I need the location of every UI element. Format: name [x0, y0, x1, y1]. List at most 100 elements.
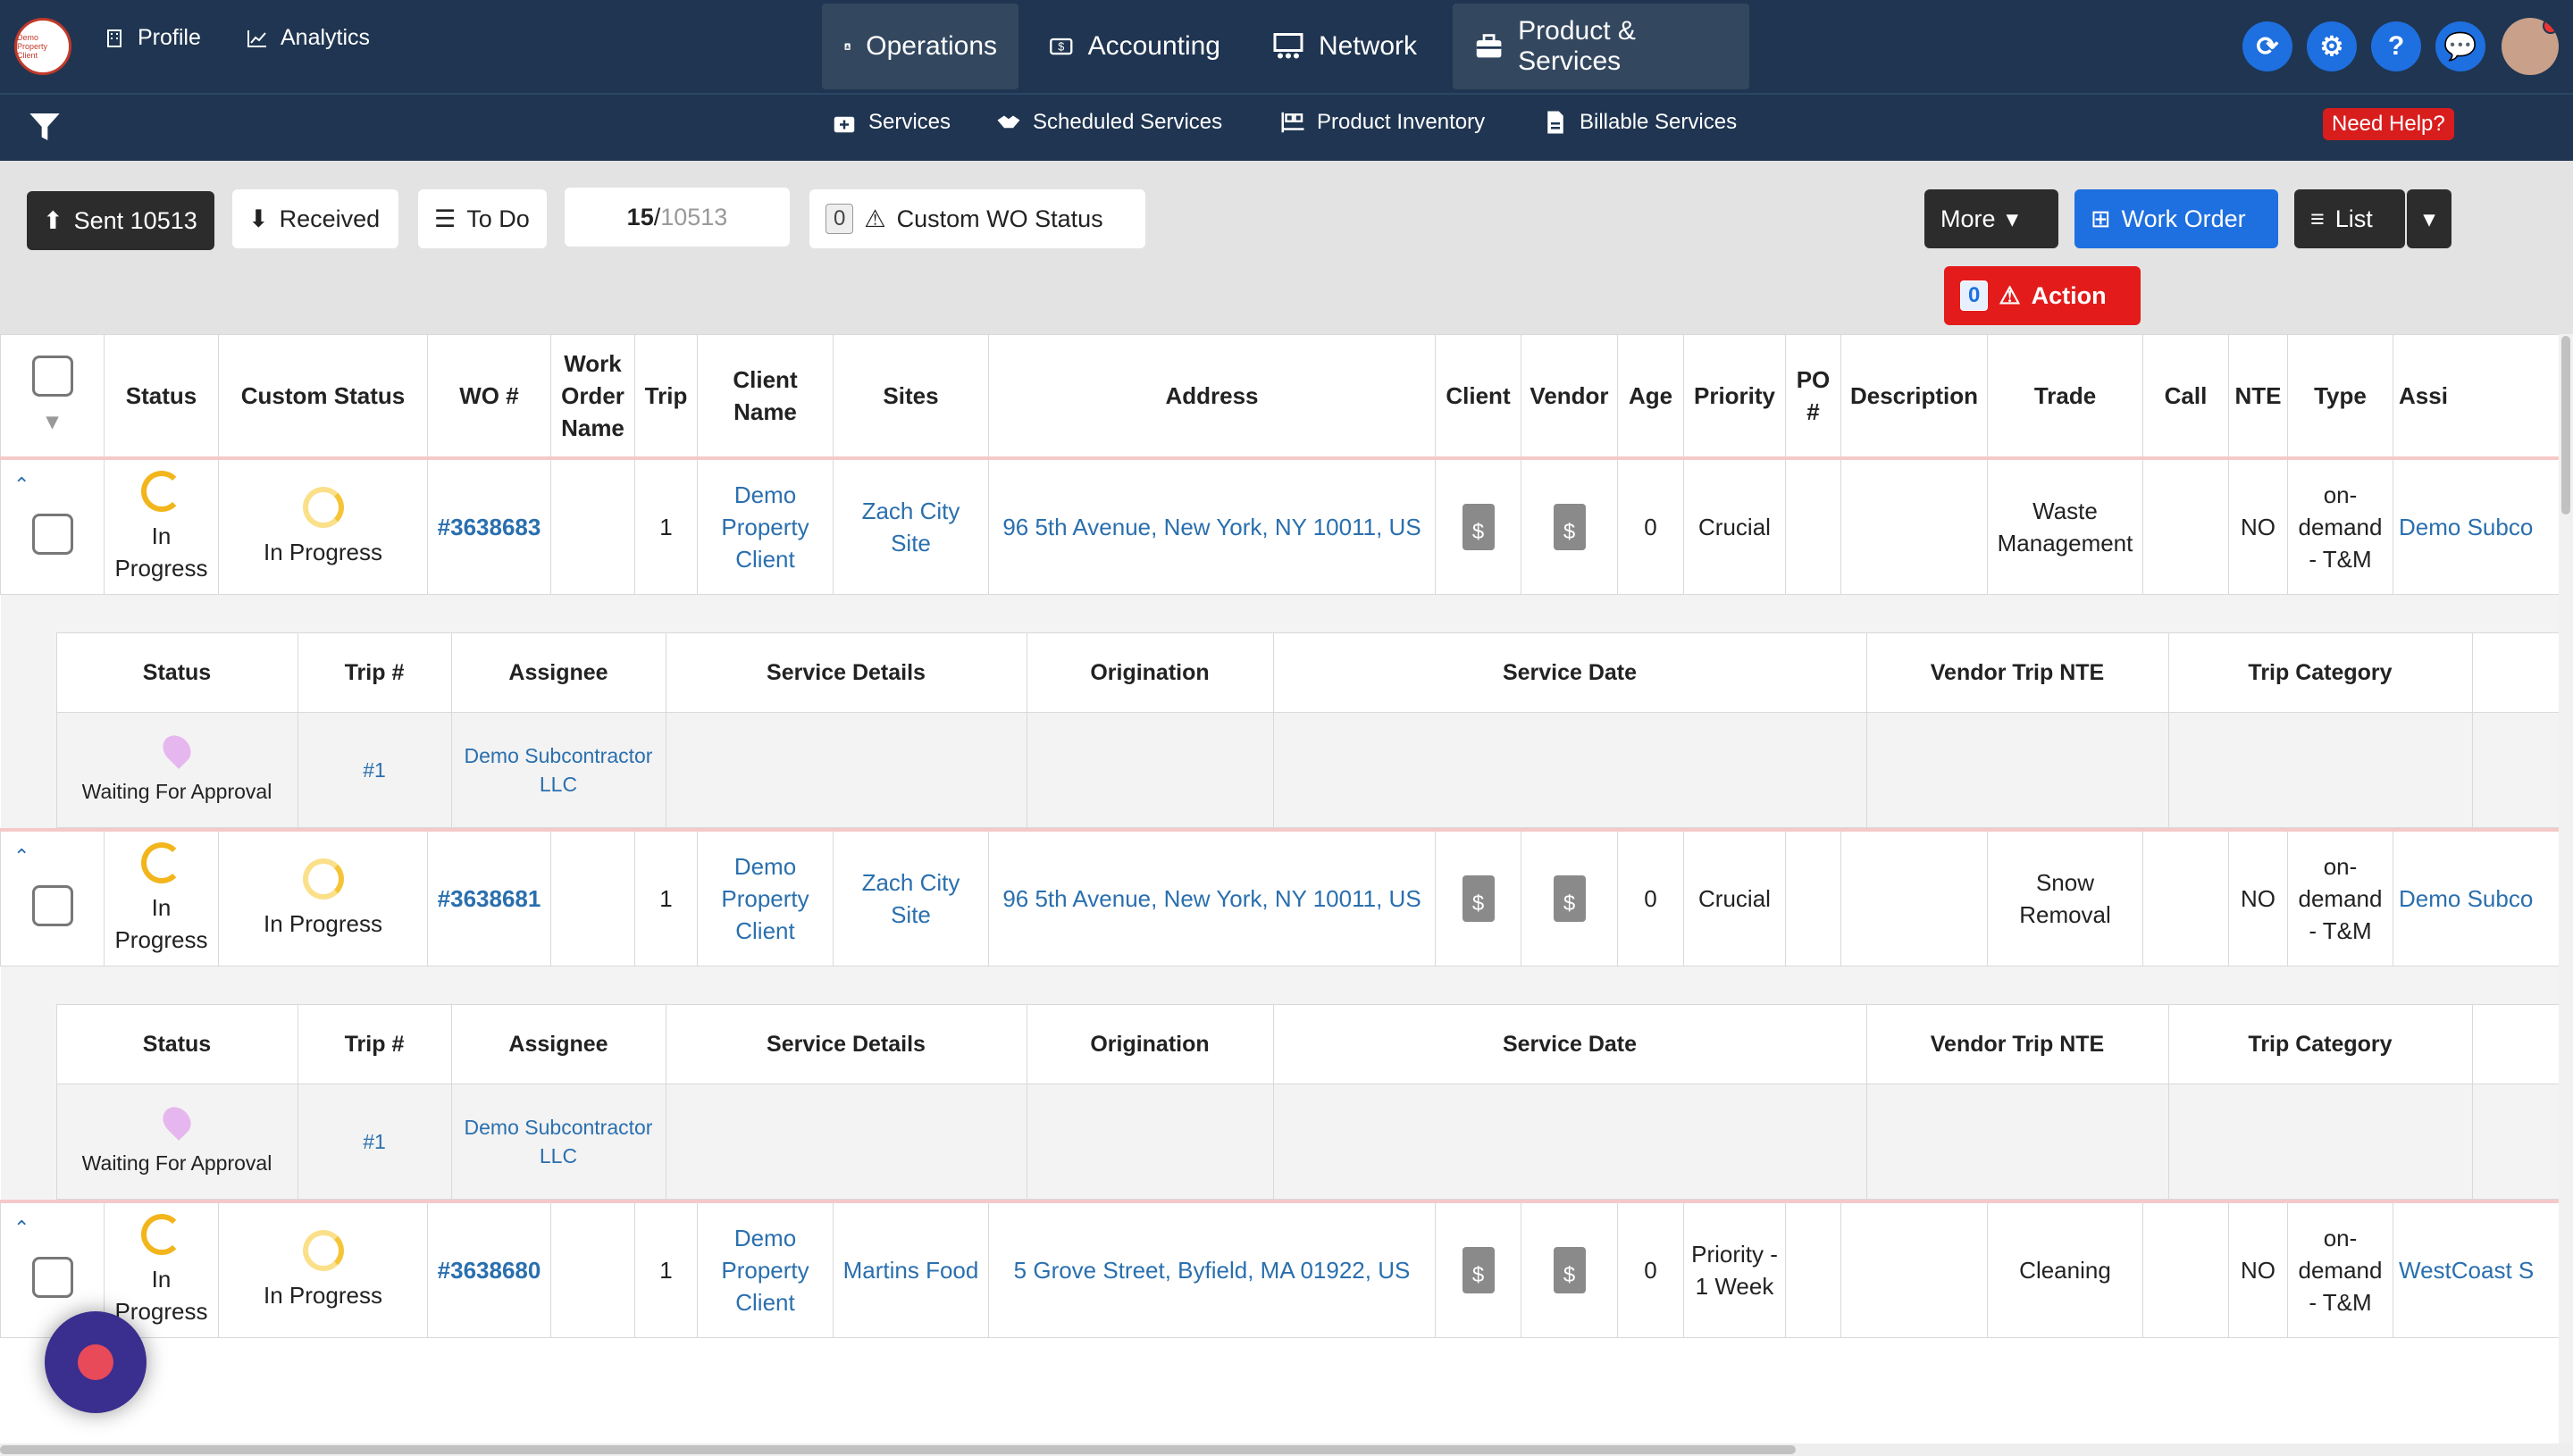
col-header[interactable]: Trade: [1987, 334, 2143, 459]
sent-tab[interactable]: ⬆ Sent 10513: [27, 191, 214, 250]
row-checkbox[interactable]: [31, 513, 73, 555]
chat-button[interactable]: 💬: [2435, 21, 2485, 71]
wo-number-link[interactable]: #3638680: [427, 1200, 551, 1338]
wo-number-link[interactable]: #3638681: [427, 828, 551, 966]
module-network[interactable]: Network: [1251, 4, 1438, 89]
top-navbar: Demo Property Client Profile Analytics O…: [0, 0, 2573, 93]
new-work-order-button[interactable]: ⊞ Work Order: [2074, 189, 2278, 248]
assignee-link[interactable]: Demo Subco: [2393, 456, 2559, 595]
todo-tab[interactable]: ☰ To Do: [418, 189, 547, 248]
settings-button[interactable]: ⚙: [2307, 21, 2357, 71]
invoice-file-icon[interactable]: $: [1553, 1247, 1586, 1293]
module-operations[interactable]: Operations: [822, 4, 1018, 89]
wo-number-link[interactable]: #3638683: [427, 456, 551, 595]
collapse-caret-icon[interactable]: ⌃: [13, 1217, 30, 1239]
description-cell: [1840, 456, 1988, 595]
col-header[interactable]: Client Name: [697, 334, 834, 459]
trip-assignee-link[interactable]: Demo Subcontractor LLC: [450, 712, 666, 828]
trip-extra-cell: [2471, 1084, 2559, 1200]
invoice-file-icon[interactable]: $: [1553, 504, 1586, 550]
sync-button[interactable]: ⟳: [2242, 21, 2292, 71]
col-header[interactable]: Assi: [2393, 334, 2559, 459]
col-header[interactable]: Address: [988, 334, 1436, 459]
assignee-link[interactable]: WestCoast S: [2393, 1200, 2559, 1338]
trip-number-link[interactable]: #1: [297, 1084, 452, 1200]
col-header[interactable]: Custom Status: [218, 334, 428, 459]
col-header[interactable]: WO #: [427, 334, 551, 459]
invoice-file-icon[interactable]: $: [1462, 1247, 1495, 1293]
nav-analytics[interactable]: Analytics: [247, 25, 370, 51]
select-all-header[interactable]: ▾: [0, 334, 105, 459]
col-header[interactable]: Age: [1617, 334, 1684, 459]
page-indicator[interactable]: 15 / 10513: [565, 188, 790, 247]
trip-assignee-link[interactable]: Demo Subcontractor LLC: [450, 1084, 666, 1200]
client-name-link[interactable]: Demo Property Client: [697, 828, 834, 966]
trip-number-link[interactable]: #1: [297, 712, 452, 828]
help-button[interactable]: ?: [2371, 21, 2421, 71]
site-link[interactable]: Zach City Site: [833, 456, 989, 595]
service-date-cell: [1272, 1084, 1867, 1200]
nav-profile[interactable]: Profile: [104, 25, 201, 51]
need-help-button[interactable]: Need Help?: [2323, 108, 2454, 140]
subnav-product-inventory[interactable]: Product Inventory: [1279, 109, 1485, 136]
trade-cell: Waste Management: [1987, 456, 2143, 595]
select-menu-caret-icon[interactable]: ▾: [46, 406, 59, 434]
col-header[interactable]: Client: [1435, 334, 1521, 459]
table-row[interactable]: ⌃ In Progress In Progress #3638680 1 Dem…: [0, 1200, 2559, 1338]
module-accounting[interactable]: $ Accounting: [1027, 4, 1242, 89]
col-header[interactable]: NTE: [2228, 334, 2288, 459]
site-link[interactable]: Martins Food: [833, 1200, 989, 1338]
custom-wo-status-button[interactable]: 0 ⚠ Custom WO Status: [809, 189, 1145, 248]
scrollbar-thumb[interactable]: [2561, 336, 2570, 515]
collapse-caret-icon[interactable]: ⌃: [13, 845, 30, 867]
wo-name-cell: [550, 456, 635, 595]
invoice-file-icon[interactable]: $: [1553, 875, 1586, 922]
received-tab[interactable]: ⬇ Received: [232, 189, 398, 248]
address-link[interactable]: 96 5th Avenue, New York, NY 10011, US: [988, 456, 1436, 595]
table-row[interactable]: ⌃ In Progress In Progress #3638681 1 Dem…: [0, 828, 2559, 966]
col-header[interactable]: Call: [2142, 334, 2229, 459]
table-row[interactable]: ⌃ In Progress In Progress #3638683 1 Dem…: [0, 456, 2559, 595]
record-button[interactable]: [45, 1311, 147, 1413]
client-name-link[interactable]: Demo Property Client: [697, 1200, 834, 1338]
subnav-scheduled-services[interactable]: Scheduled Services: [995, 109, 1222, 136]
view-dropdown-toggle[interactable]: ▾: [2407, 189, 2451, 248]
col-header[interactable]: PO #: [1785, 334, 1841, 459]
list-view-button[interactable]: ≡ List: [2294, 189, 2405, 248]
col-header[interactable]: Description: [1840, 334, 1988, 459]
assignee-link[interactable]: Demo Subco: [2393, 828, 2559, 966]
trip-col-header: Service Details: [665, 632, 1027, 713]
user-avatar[interactable]: [2502, 18, 2559, 75]
trip-col-header: [2471, 632, 2559, 713]
collapse-caret-icon[interactable]: ⌃: [13, 473, 30, 496]
col-header[interactable]: Trip: [634, 334, 698, 459]
address-link[interactable]: 5 Grove Street, Byfield, MA 01922, US: [988, 1200, 1436, 1338]
module-product-services[interactable]: Product & Services: [1453, 4, 1749, 89]
horizontal-scrollbar[interactable]: [0, 1443, 2573, 1456]
company-logo[interactable]: Demo Property Client: [14, 18, 71, 75]
client-name-link[interactable]: Demo Property Client: [697, 456, 834, 595]
vertical-scrollbar[interactable]: [2559, 334, 2573, 1443]
select-all-checkbox[interactable]: [31, 355, 73, 397]
action-button[interactable]: 0 ⚠ Action: [1944, 266, 2141, 325]
address-link[interactable]: 96 5th Avenue, New York, NY 10011, US: [988, 828, 1436, 966]
client-invoice-cell: $: [1435, 456, 1521, 595]
custom-status-cell: In Progress: [218, 456, 428, 595]
row-checkbox[interactable]: [31, 884, 73, 926]
col-header[interactable]: Status: [104, 334, 219, 459]
col-header[interactable]: Vendor: [1521, 334, 1618, 459]
site-link[interactable]: Zach City Site: [833, 828, 989, 966]
scrollbar-thumb[interactable]: [0, 1445, 1796, 1454]
invoice-file-icon[interactable]: $: [1462, 875, 1495, 922]
subnav-services[interactable]: Services: [831, 109, 951, 136]
row-checkbox[interactable]: [31, 1256, 73, 1298]
col-header[interactable]: Work Order Name: [550, 334, 635, 459]
col-header[interactable]: Sites: [833, 334, 989, 459]
col-header[interactable]: Type: [2287, 334, 2393, 459]
invoice-file-icon[interactable]: $: [1462, 504, 1495, 550]
subnav-billable-services[interactable]: Billable Services: [1542, 109, 1737, 136]
trip-row: Waiting For Approval #1 Demo Subcontract…: [55, 1084, 2559, 1200]
more-dropdown[interactable]: More ▾: [1924, 189, 2058, 248]
filter-icon[interactable]: [27, 109, 63, 145]
col-header[interactable]: Priority: [1683, 334, 1786, 459]
